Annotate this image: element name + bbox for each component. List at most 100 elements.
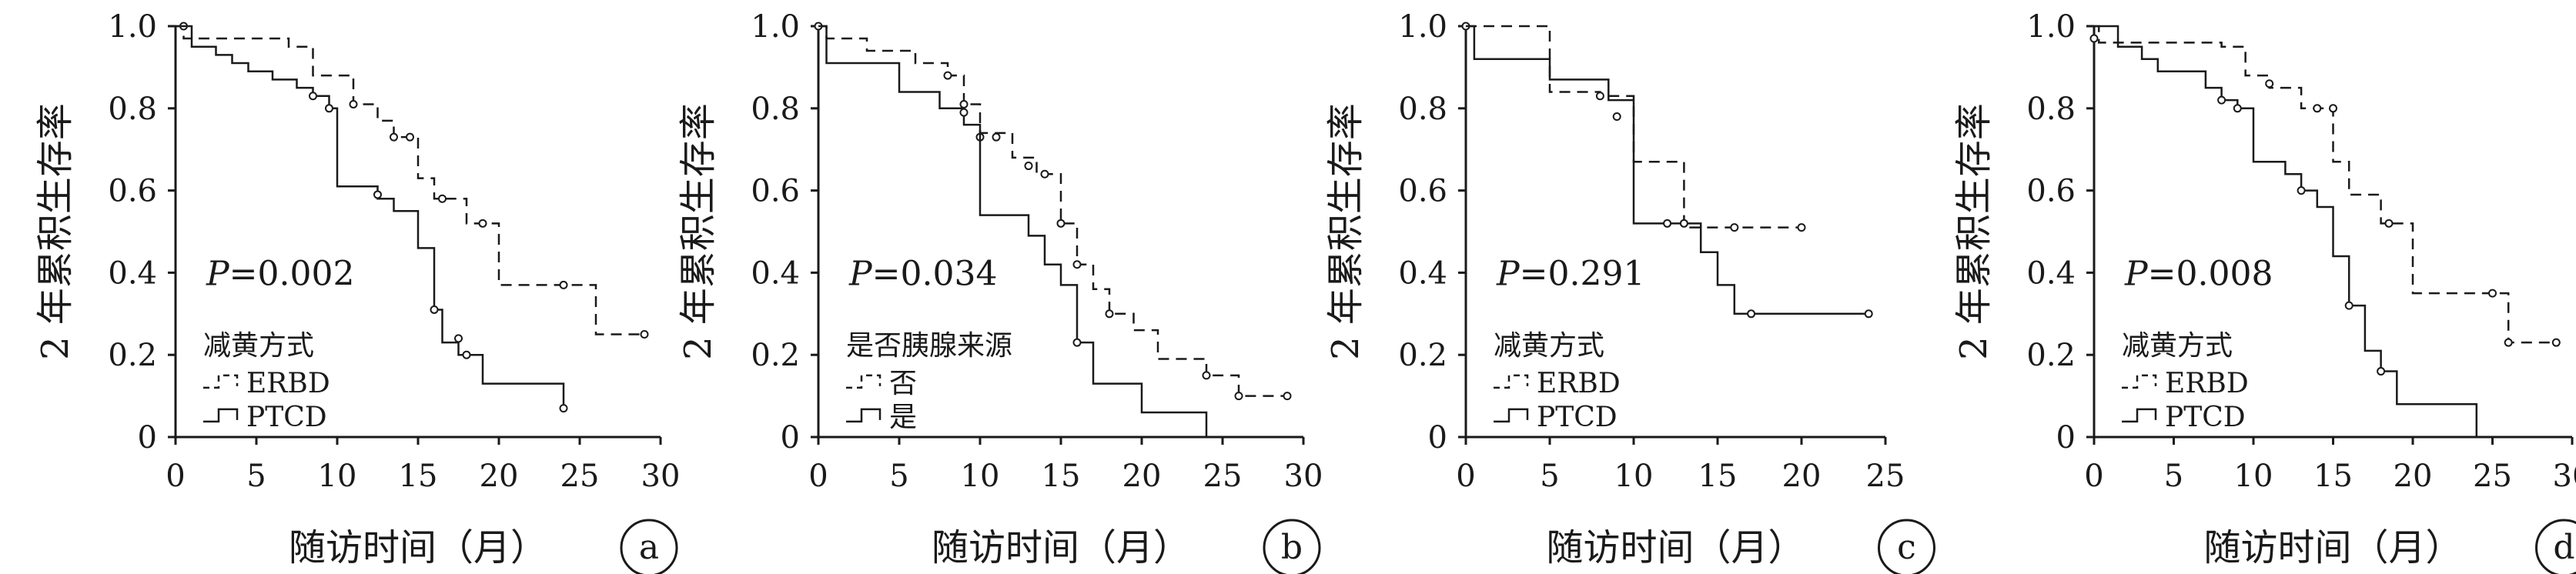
legend-item-否: 否 [846,368,917,399]
legend-swatch [2122,374,2157,389]
x-tick-label: 10 [961,459,1000,494]
censored-mark [2217,95,2226,105]
censored-mark [406,132,414,142]
censored-mark [1595,92,1604,101]
censored-mark [2377,367,2386,376]
y-axis-title: 2 年累积生存率 [677,103,720,360]
legend-label: ERBD [246,368,330,399]
x-tick-label: 20 [480,459,519,494]
censored-mark [2504,338,2513,347]
legend-label: PTCD [246,402,327,433]
panel-d: 0 5 10 15 20 25 30 0 0.2 0.4 0.6 0.8 1.0 2 年累积生存率随访时间… [1952,9,2576,574]
x-axis-title: 随访时间（月） [932,526,1190,569]
x-tick-label: 30 [1284,459,1323,494]
p-value: P=0.034 [848,254,997,293]
censored-mark [438,194,447,203]
legend-item-ERBD: ERBD [2122,368,2249,399]
legend-swatch [203,374,239,389]
censored-mark [1105,309,1114,319]
x-tick-label: 20 [1122,459,1162,494]
legend-title: 减黄方式 [1494,330,1604,362]
censored-mark [454,334,463,343]
x-tick-label: 20 [2394,459,2433,494]
censored-mark [1234,392,1243,401]
censored-mark [1663,219,1672,228]
y-axis-title: 2 年累积生存率 [1952,103,1996,360]
x-axis-title: 随访时间（月） [2203,526,2462,569]
censored-mark [2233,104,2242,113]
censored-mark [1040,169,1049,179]
censored-mark [325,104,333,113]
y-tick-label: 0.6 [751,174,800,209]
legend-item-PTCD: PTCD [1494,402,1618,433]
x-tick-label: 15 [1698,459,1738,494]
censored-mark [1072,260,1082,269]
x-tick-label: 10 [2234,459,2273,494]
p-value: P=0.291 [1496,254,1644,293]
x-tick-label: 0 [808,459,828,494]
censored-mark [559,404,568,413]
censored-mark [1024,162,1033,171]
panel-b: 0 5 10 15 20 25 30 0 0.2 0.4 0.6 0.8 1.0 2 年累积生存率随访时间… [677,9,1323,574]
x-tick-label: 20 [1782,459,1822,494]
x-tick-label: 25 [560,459,600,494]
legend-item-ERBD: ERBD [203,368,330,399]
y-tick-label: 1.0 [751,9,800,45]
x-tick-label: 5 [246,459,266,494]
panel-tag-circle [1878,519,1935,574]
x-tick-label: 0 [2084,459,2103,494]
censored-mark [1612,112,1621,121]
legend-label: ERBD [1537,368,1621,399]
x-axis-title: 随访时间（月） [1546,526,1805,569]
series-line-是 [818,25,1208,437]
panel-a: 0 5 10 15 20 25 30 0 0.2 0.4 0.6 0.8 1.0 2 年累积生存率随访时间… [34,9,680,574]
x-tick-label: 30 [2553,459,2576,494]
y-axis-title: 2 年累积生存率 [1324,103,1367,360]
y-tick-label: 0.2 [108,338,157,373]
panel-tag-label: b [1281,528,1303,567]
panel-tag-circle [2535,519,2576,574]
x-tick-label: 10 [1614,459,1654,494]
x-tick-label: 0 [1456,459,1475,494]
censored-mark [1747,309,1756,319]
y-tick-label: 0.8 [1398,92,1447,127]
censored-mark [2265,79,2274,88]
x-tick-label: 15 [399,459,438,494]
legend-swatch [1494,408,1529,423]
censored-mark [2329,104,2337,113]
y-tick-label: 0.6 [108,174,157,209]
censored-mark [462,350,471,359]
series-line-ERBD [176,25,644,335]
y-tick-label: 0.4 [108,255,157,291]
legend-item-PTCD: PTCD [203,402,327,433]
y-tick-label: 0.4 [2026,255,2076,291]
y-tick-label: 1.0 [1398,9,1447,45]
censored-mark [992,132,1001,142]
y-axis-title: 2 年累积生存率 [34,103,77,360]
censored-mark [959,99,969,108]
censored-mark [2089,34,2099,43]
legend-label: PTCD [1537,402,1618,433]
y-tick-label: 0 [138,420,157,456]
x-axis-title: 随访时间（月） [289,526,547,569]
x-tick-label: 5 [889,459,908,494]
y-tick-label: 0.4 [1398,255,1447,291]
legend-label: PTCD [2165,402,2246,433]
censored-mark [1056,219,1066,228]
series-line-ERBD [2094,25,2557,344]
censored-mark [390,132,398,142]
x-tick-label: 25 [1203,459,1243,494]
p-value: P=0.008 [2124,254,2273,293]
censored-mark [1202,371,1211,380]
legend-label: 是 [889,402,917,433]
y-tick-label: 0.2 [1398,338,1447,373]
y-tick-label: 1.0 [108,9,157,45]
legend-title: 减黄方式 [2122,330,2233,362]
censored-mark [640,330,649,339]
y-tick-label: 0.6 [1398,174,1447,209]
censored-mark [430,305,439,314]
y-tick-label: 0.8 [108,92,157,127]
censored-mark [943,71,952,80]
panel-tag-circle [1263,519,1321,574]
